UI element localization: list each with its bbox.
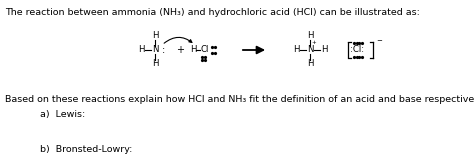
Text: b)  Bronsted-Lowry:: b) Bronsted-Lowry: <box>40 145 132 154</box>
Text: −: − <box>376 38 382 44</box>
Text: The reaction between ammonia (NH₃) and hydrochloric acid (HCl) can be illustrate: The reaction between ammonia (NH₃) and h… <box>5 8 420 17</box>
FancyArrowPatch shape <box>164 37 192 43</box>
Text: H: H <box>152 59 158 68</box>
Text: N: N <box>152 45 158 54</box>
Text: H: H <box>138 45 144 54</box>
Text: N: N <box>307 45 313 54</box>
Text: :Cl:: :Cl: <box>350 45 364 54</box>
Text: a)  Lewis:: a) Lewis: <box>40 110 85 119</box>
Text: H: H <box>152 32 158 41</box>
Text: H: H <box>307 32 313 41</box>
Text: H: H <box>293 45 299 54</box>
Text: +: + <box>176 45 184 55</box>
Text: H: H <box>190 45 196 54</box>
Text: +: + <box>311 41 316 45</box>
Text: H: H <box>321 45 327 54</box>
Text: Cl: Cl <box>201 45 209 54</box>
Text: |: | <box>346 42 351 58</box>
Text: :: : <box>163 45 165 55</box>
Text: Based on these reactions explain how HCl and NH₃ fit the definition of an acid a: Based on these reactions explain how HCl… <box>5 95 474 104</box>
Text: H: H <box>307 59 313 68</box>
